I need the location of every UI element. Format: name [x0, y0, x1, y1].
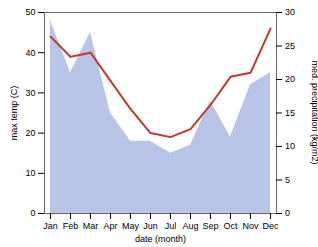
svg-text:med. precipitation (kg/m2): med. precipitation (kg/m2) — [310, 60, 318, 164]
svg-text:20: 20 — [285, 74, 295, 84]
svg-text:25: 25 — [285, 41, 295, 51]
svg-text:Jan: Jan — [43, 221, 58, 231]
svg-text:50: 50 — [25, 7, 35, 17]
svg-text:Mar: Mar — [83, 221, 99, 231]
svg-text:Sep: Sep — [202, 221, 218, 231]
svg-text:date (month): date (month) — [135, 234, 186, 244]
svg-text:10: 10 — [285, 141, 295, 151]
svg-text:Oct: Oct — [223, 221, 238, 231]
svg-text:5: 5 — [285, 175, 290, 185]
svg-text:max temp (C): max temp (C) — [9, 86, 19, 141]
svg-text:Feb: Feb — [63, 221, 79, 231]
svg-text:0: 0 — [30, 208, 35, 218]
svg-text:15: 15 — [285, 108, 295, 118]
svg-text:40: 40 — [25, 48, 35, 58]
svg-text:30: 30 — [285, 7, 295, 17]
svg-text:May: May — [122, 221, 140, 231]
svg-text:10: 10 — [25, 168, 35, 178]
svg-text:30: 30 — [25, 88, 35, 98]
svg-text:Apr: Apr — [103, 221, 117, 231]
svg-text:0: 0 — [285, 208, 290, 218]
svg-text:Nov: Nov — [242, 221, 259, 231]
svg-text:20: 20 — [25, 128, 35, 138]
svg-text:Jun: Jun — [143, 221, 158, 231]
svg-text:Aug: Aug — [182, 221, 198, 231]
svg-text:Jul: Jul — [165, 221, 177, 231]
svg-text:Dec: Dec — [262, 221, 279, 231]
